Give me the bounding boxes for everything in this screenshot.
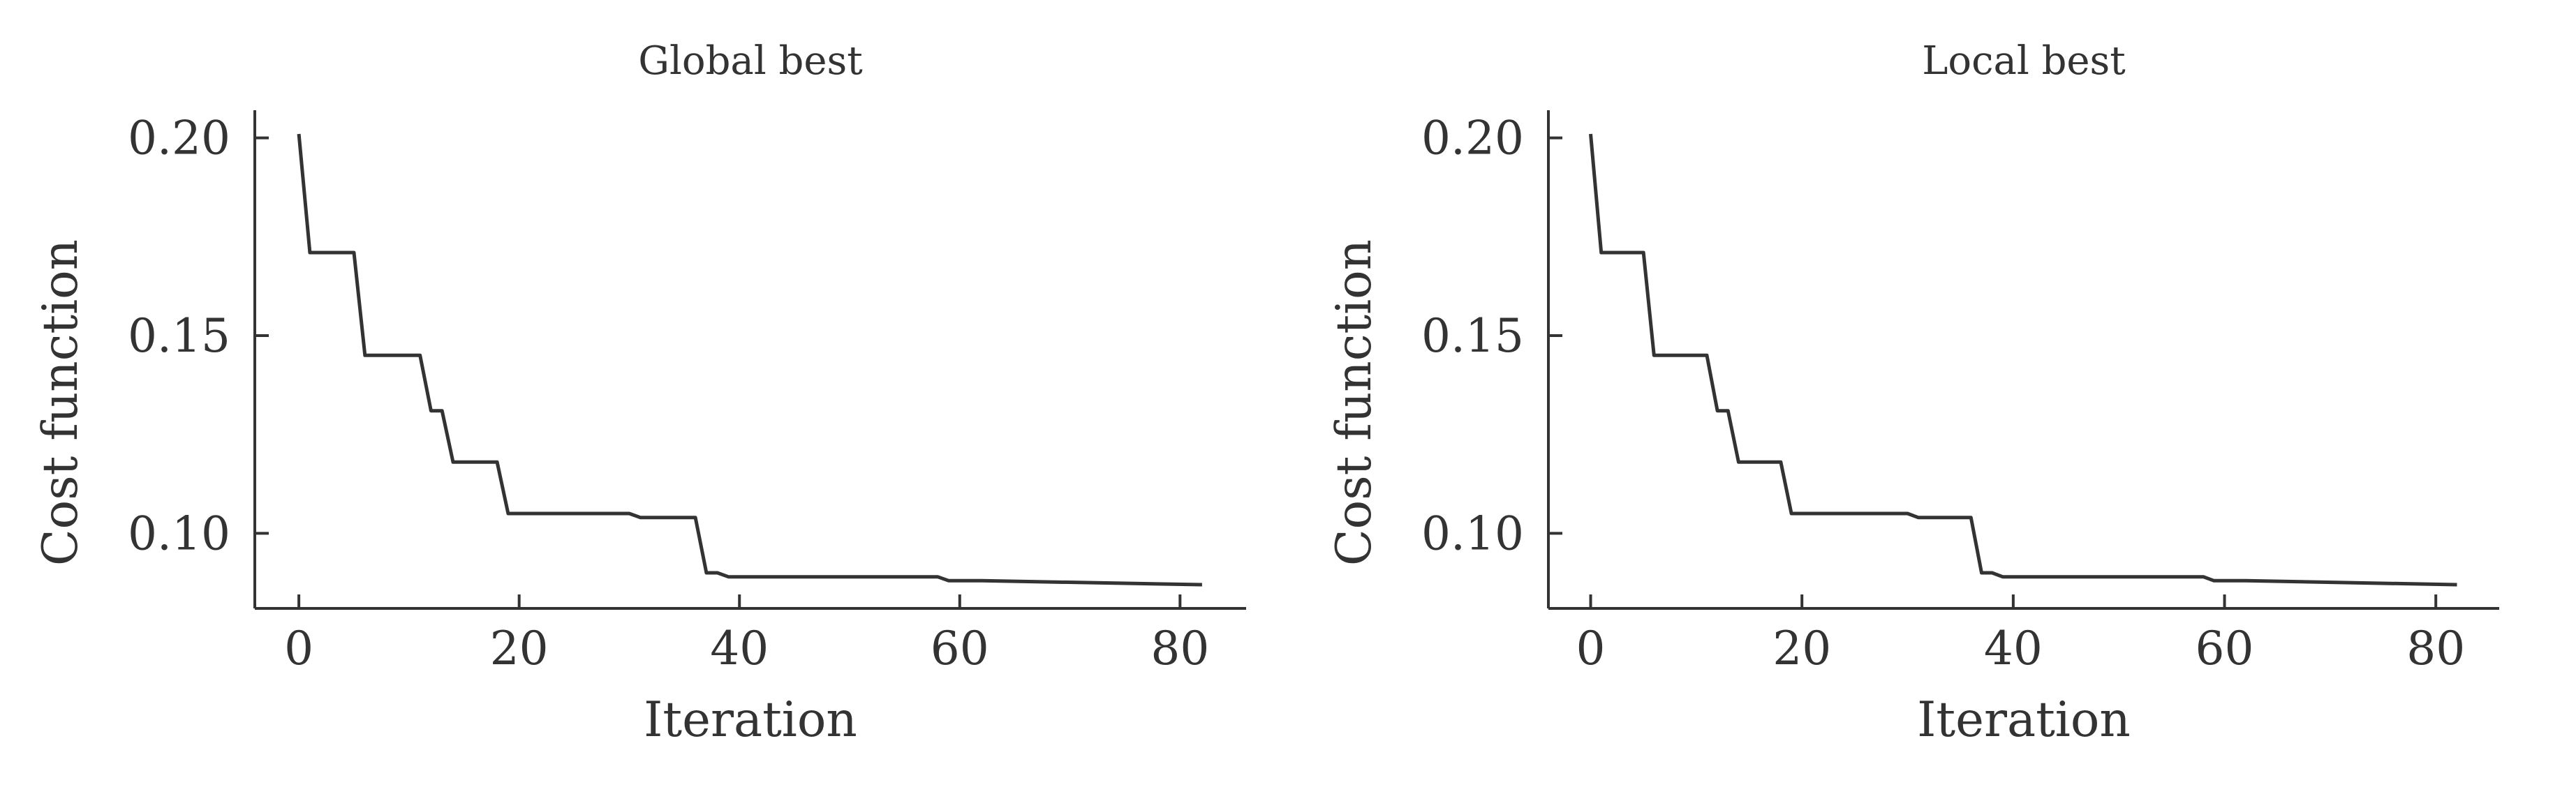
y-tick-label: 0.15: [128, 309, 230, 363]
series-line: [297, 133, 1202, 587]
x-tick-label: 60: [2196, 622, 2254, 675]
chart-panel-2: Local best 0 20 40 60 80 0.10 0.15 0.20 Iteration…: [1326, 38, 2499, 748]
chart-panel-1: Global best 0 20 40 60 80 0.10 0.15 0.20 Iteratio…: [33, 38, 1246, 748]
y-tick-label: 0.10: [128, 507, 230, 560]
y-tick-label: 0.20: [1421, 112, 1524, 165]
x-axis-label: Iteration: [644, 692, 857, 748]
x-tick-label: 0: [284, 622, 313, 675]
x-tick-label: 0: [1576, 622, 1606, 675]
y-tick-label: 0.10: [1421, 507, 1524, 560]
x-tick-label: 60: [931, 622, 989, 675]
x-tick-label: 20: [1772, 622, 1831, 675]
y-axis-label: Cost function: [1326, 239, 1382, 566]
x-tick-label: 80: [1150, 622, 1209, 675]
x-tick-label: 40: [710, 622, 769, 675]
y-axis-label: Cost function: [33, 239, 89, 566]
chart-title: Local best: [1922, 38, 2126, 84]
y-tick-label: 0.20: [128, 112, 230, 165]
chart-title: Global best: [638, 38, 863, 84]
x-tick-label: 80: [2406, 622, 2465, 675]
x-axis-label: Iteration: [1917, 692, 2131, 748]
series-line: [1589, 133, 2457, 587]
x-tick-label: 20: [490, 622, 549, 675]
x-tick-label: 40: [1984, 622, 2043, 675]
y-tick-label: 0.15: [1421, 309, 1524, 363]
